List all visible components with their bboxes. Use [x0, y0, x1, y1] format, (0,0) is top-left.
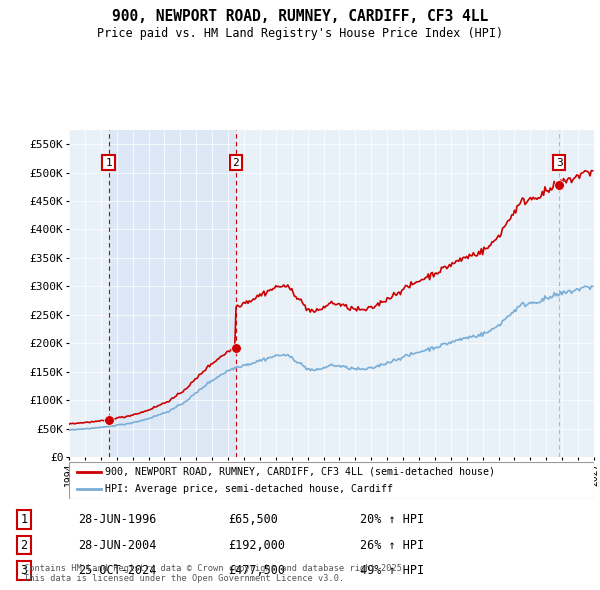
Text: £65,500: £65,500	[228, 513, 278, 526]
Text: £477,500: £477,500	[228, 564, 285, 577]
Text: 26% ↑ HPI: 26% ↑ HPI	[360, 539, 424, 552]
Text: 1: 1	[105, 158, 112, 168]
Text: £192,000: £192,000	[228, 539, 285, 552]
Text: HPI: Average price, semi-detached house, Cardiff: HPI: Average price, semi-detached house,…	[105, 484, 392, 494]
Text: 25-OCT-2024: 25-OCT-2024	[78, 564, 157, 577]
Text: 3: 3	[20, 564, 28, 577]
Text: Price paid vs. HM Land Registry's House Price Index (HPI): Price paid vs. HM Land Registry's House …	[97, 27, 503, 40]
Text: 49% ↑ HPI: 49% ↑ HPI	[360, 564, 424, 577]
Text: 2: 2	[233, 158, 239, 168]
Text: 2: 2	[20, 539, 28, 552]
Text: 1: 1	[20, 513, 28, 526]
Text: Contains HM Land Registry data © Crown copyright and database right 2025.
This d: Contains HM Land Registry data © Crown c…	[24, 563, 407, 583]
Text: 28-JUN-2004: 28-JUN-2004	[78, 539, 157, 552]
Text: 28-JUN-1996: 28-JUN-1996	[78, 513, 157, 526]
Text: 3: 3	[556, 158, 563, 168]
Text: 20% ↑ HPI: 20% ↑ HPI	[360, 513, 424, 526]
Text: 900, NEWPORT ROAD, RUMNEY, CARDIFF, CF3 4LL (semi-detached house): 900, NEWPORT ROAD, RUMNEY, CARDIFF, CF3 …	[105, 467, 494, 477]
Bar	[109, 130, 236, 457]
Text: 900, NEWPORT ROAD, RUMNEY, CARDIFF, CF3 4LL: 900, NEWPORT ROAD, RUMNEY, CARDIFF, CF3 …	[112, 9, 488, 24]
